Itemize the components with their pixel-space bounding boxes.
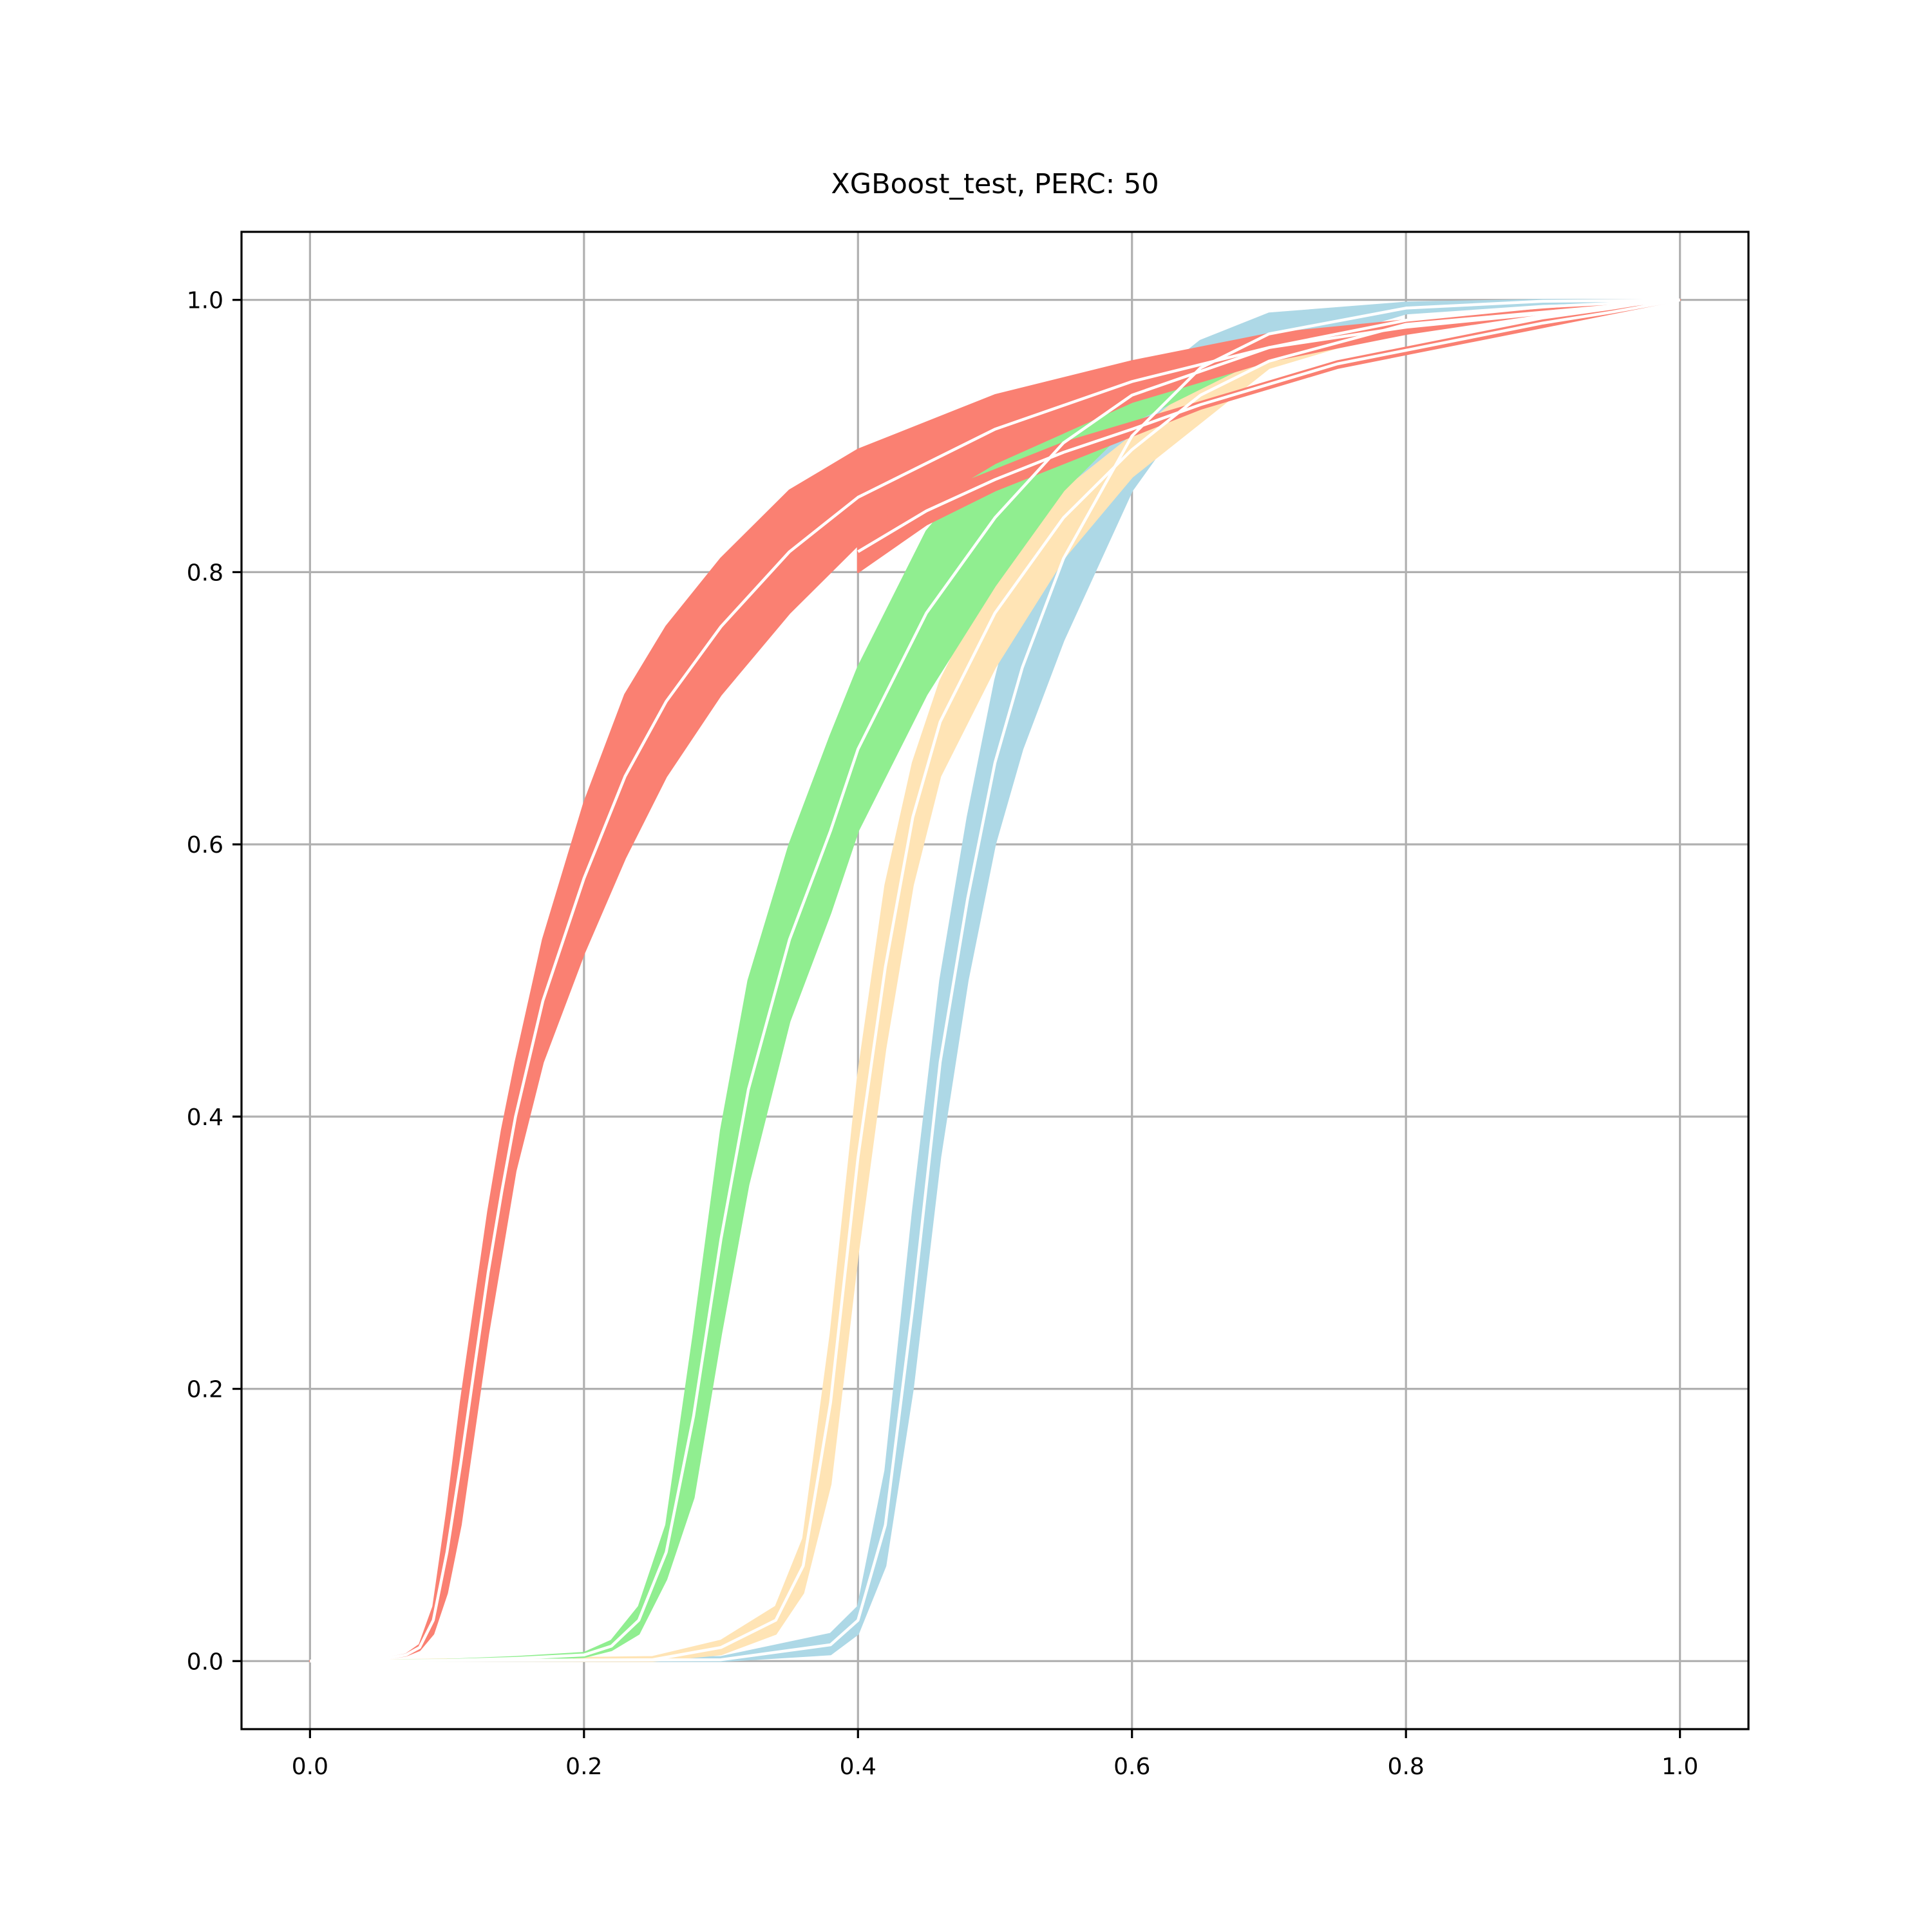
y-axis: 0.0 0.2 0.4 0.6 0.8 1.0 (187, 288, 242, 1675)
blue-median-line-0 (310, 298, 1680, 1663)
red-median-line-1 (857, 298, 1680, 553)
x-tick-label: 0.4 (840, 1754, 876, 1780)
x-tick-label: 1.0 (1662, 1754, 1698, 1780)
y-tick-label: 0.4 (187, 1104, 223, 1131)
green-median-line-0 (310, 298, 1680, 1663)
chart-title: XGBoost_test, PERC: 50 (831, 168, 1159, 200)
x-axis: 0.0 0.2 0.4 0.6 0.8 1.0 (292, 1729, 1698, 1780)
series-medians (310, 298, 1680, 1663)
y-tick-label: 0.8 (187, 560, 223, 586)
red-median-line-0 (310, 298, 1680, 1663)
x-tick-label: 0.6 (1113, 1754, 1150, 1780)
y-tick-label: 0.2 (187, 1377, 223, 1403)
x-tick-label: 0.2 (565, 1754, 602, 1780)
y-tick-label: 0.0 (187, 1649, 223, 1675)
y-tick-label: 0.6 (187, 832, 223, 858)
y-tick-label: 1.0 (187, 288, 223, 314)
plot-frame (240, 231, 1750, 1730)
orange-median-line-0 (310, 298, 1680, 1663)
x-tick-label: 0.0 (292, 1754, 328, 1780)
x-tick-label: 0.8 (1388, 1754, 1425, 1780)
